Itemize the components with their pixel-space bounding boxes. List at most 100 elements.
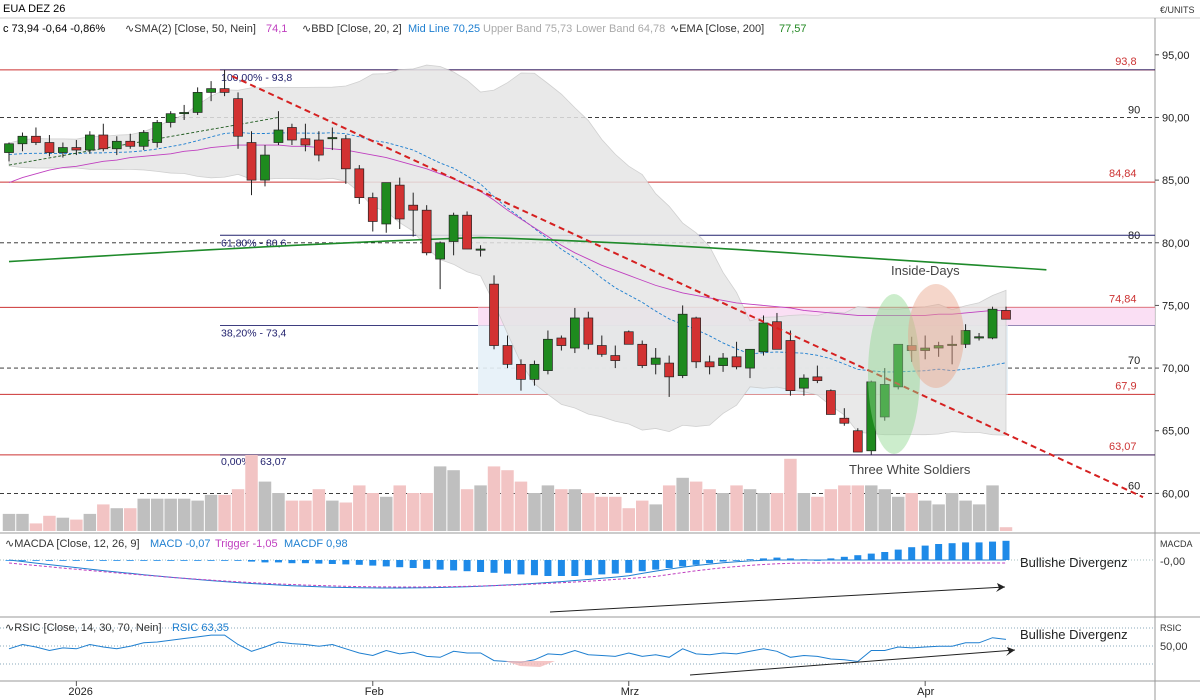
bearish-candle-body: [596, 345, 607, 355]
symbol-label: EUA DEZ 26: [3, 3, 65, 15]
macd-histogram-bar: [274, 560, 282, 563]
bearish-candle-body: [556, 337, 567, 346]
candle: [879, 368, 890, 421]
macd-histogram-bar: [719, 560, 727, 562]
bearish-candle-body: [516, 363, 526, 380]
support-resistance-label: 93,8: [1115, 56, 1136, 68]
volume-bar: [824, 489, 838, 531]
volume-bar: [339, 502, 353, 531]
macd-histogram-bar: [544, 560, 552, 576]
volume-bar: [366, 493, 380, 531]
volume-bar: [137, 498, 150, 531]
volume-bar: [204, 494, 218, 531]
candle: [435, 241, 445, 290]
rsi-value: RSIC 63,35: [172, 622, 229, 634]
bullish-candle-body: [435, 242, 445, 260]
bullish-candle-body: [475, 248, 486, 251]
macd-histogram-bar: [638, 560, 646, 572]
volume-bar: [568, 489, 582, 531]
bollinger-band: [8, 64, 1007, 436]
volume-bar: [918, 500, 932, 531]
candle: [84, 131, 95, 154]
volume-bar: [231, 489, 245, 531]
price-tick-label: 75,00: [1162, 300, 1190, 312]
volume-bar: [972, 504, 986, 531]
support-resistance-label: 67,9: [1115, 380, 1136, 392]
bearish-candle-body: [31, 135, 41, 143]
bearish-candle-body: [826, 390, 836, 415]
bearish-candle-body: [394, 184, 405, 220]
macd-histogram-bar: [180, 560, 188, 561]
volume-bar: [299, 500, 312, 531]
macd-macdf: MACDF 0,98: [284, 538, 348, 550]
macd-value: MACD -0,07: [150, 538, 211, 550]
candle: [475, 245, 486, 257]
macd-histogram-bar: [382, 560, 390, 567]
volume-bar: [312, 489, 326, 531]
macd-histogram-bar: [194, 560, 202, 561]
bearish-candle-body: [98, 134, 109, 150]
sma-label: ∿SMA(2) [Close, 50, Nein]: [125, 23, 256, 35]
bullish-candle-body: [192, 92, 203, 113]
volume-bar: [191, 500, 204, 531]
volume-bar: [999, 527, 1013, 531]
rsi-oversold-fill: [505, 661, 555, 667]
bullish-candle-body: [879, 384, 890, 418]
bearish-candle-body: [664, 362, 675, 378]
macd-histogram-bar: [248, 560, 256, 562]
macd-histogram-bar: [773, 557, 781, 560]
volume-bar: [487, 466, 501, 531]
volume-bar: [272, 493, 285, 531]
macd-histogram-bar: [450, 560, 458, 571]
macd-histogram-bar: [571, 560, 579, 576]
bullish-candle-body: [138, 132, 149, 147]
macd-histogram-bar: [504, 560, 511, 574]
macd-histogram-bar: [436, 560, 444, 570]
volume-bar: [851, 485, 865, 531]
volume-bar: [29, 523, 43, 531]
candle: [596, 335, 607, 357]
bearish-candle-body: [408, 204, 419, 211]
volume-bar: [743, 489, 757, 531]
macd-label: ∿MACDA [Close, 12, 26, 9]: [5, 538, 140, 550]
volume-bar: [2, 513, 16, 531]
rsi-line: [8, 634, 1007, 663]
volume-bar: [716, 493, 730, 531]
bullish-candle-body: [448, 214, 459, 242]
candle: [677, 305, 688, 379]
candle: [772, 312, 782, 350]
bearish-candle-body: [610, 355, 621, 361]
macd-histogram-bar: [126, 560, 134, 561]
bullish-candle-body: [273, 129, 284, 143]
macd-histogram-bar: [975, 542, 983, 560]
candle: [947, 335, 957, 365]
candle: [826, 389, 836, 415]
candle: [704, 355, 715, 375]
bullish-candle-body: [570, 317, 580, 349]
candle: [125, 133, 136, 149]
macd-histogram-bar: [665, 560, 673, 568]
bearish-candle-body: [812, 376, 823, 381]
macd-histogram-bar: [153, 560, 161, 561]
volume-bar: [595, 496, 609, 531]
bearish-candle-body: [1001, 310, 1011, 320]
candle: [4, 142, 14, 162]
three-white-soldiers-label: Three White Soldiers: [849, 462, 971, 477]
candle: [583, 311, 594, 350]
macd-histogram-bar: [827, 558, 835, 560]
volume-bar: [326, 500, 339, 531]
volume-bar: [83, 513, 97, 531]
bullish-candle-body: [799, 377, 809, 389]
macd-histogram-bar: [935, 544, 943, 560]
macd-histogram-bar: [530, 560, 538, 576]
x-tick-label: Apr: [917, 686, 934, 698]
candle: [556, 335, 567, 351]
bearish-candle-body: [125, 140, 136, 147]
candle: [98, 123, 109, 152]
bearish-candle-body: [367, 197, 378, 222]
candle: [960, 324, 971, 349]
bullish-candle-body: [866, 381, 877, 452]
candle: [260, 145, 270, 187]
macd-histogram-bar: [301, 560, 309, 564]
volume-bar: [811, 496, 824, 531]
